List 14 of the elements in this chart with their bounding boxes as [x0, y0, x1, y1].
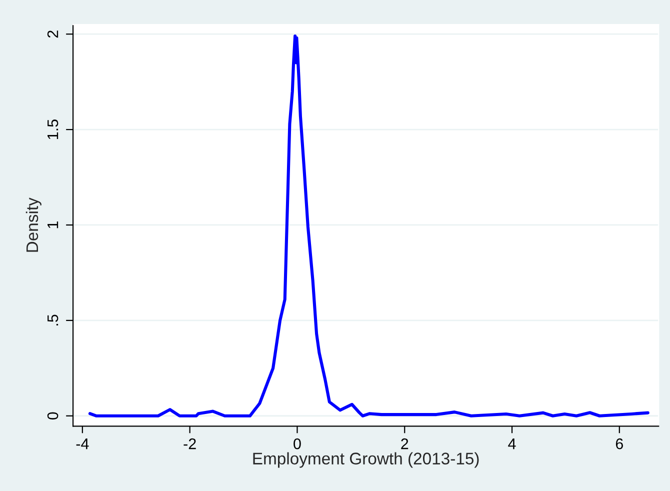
y-tick-label: 2	[47, 30, 58, 38]
x-tick-label: 2	[401, 438, 408, 450]
y-tick-label: 1.5	[48, 120, 58, 139]
y-axis-title: Density	[26, 198, 42, 252]
y-tick-label: 0	[47, 412, 58, 420]
y-tick-label: 1	[48, 221, 58, 228]
x-tick-label: -2	[184, 438, 196, 450]
x-tick-label: -4	[76, 438, 89, 450]
y-tick-label: .5	[48, 314, 58, 326]
x-tick-label: 4	[508, 438, 516, 450]
line-series	[88, 34, 650, 418]
x-axis-title: Employment Growth (2013-15)	[253, 452, 479, 468]
x-tick-label: 0	[294, 438, 301, 450]
x-tick-label: 6	[616, 438, 623, 450]
